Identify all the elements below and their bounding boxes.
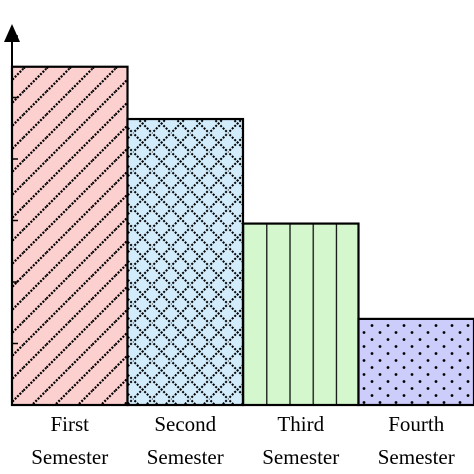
x-tick-label: First <box>50 412 89 436</box>
x-tick-label: Semester <box>31 445 108 469</box>
y-axis-arrow <box>4 24 20 42</box>
x-tick-label: Second <box>154 412 216 436</box>
x-tick-label: Semester <box>147 445 224 469</box>
x-tick-label: Fourth <box>388 412 445 436</box>
x-tick-label: Semester <box>262 445 339 469</box>
x-tick-label: Semester <box>378 445 455 469</box>
bar-first <box>10 65 129 407</box>
bar-fourth <box>357 317 474 407</box>
x-tick-label: Third <box>277 412 324 436</box>
bars-layer <box>10 65 474 407</box>
y-ticks <box>12 35 18 345</box>
bar-second <box>126 117 245 407</box>
bar-third <box>241 222 360 407</box>
x-tick-labels: First Semester Second Semester Third Semester… <box>31 412 454 469</box>
